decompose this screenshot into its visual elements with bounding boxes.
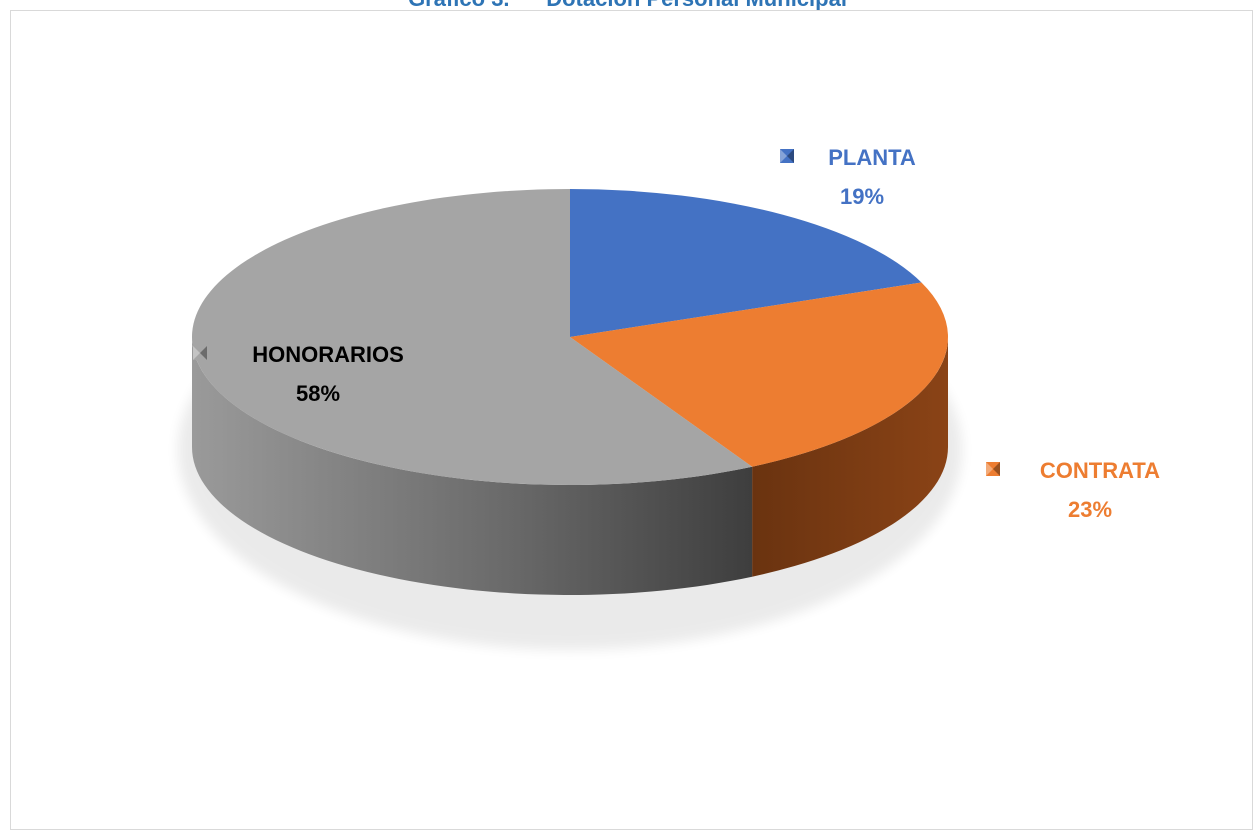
slice-name-planta: PLANTA (828, 145, 916, 170)
page-title: Gráfico 3. Dotación Personal Municipal (0, 0, 1255, 12)
slice-percent-planta: 19% (840, 184, 884, 209)
pie-side-honorarios (192, 337, 753, 595)
slice-name-contrata: CONTRATA (1040, 458, 1160, 483)
slice-name-honorarios: HONORARIOS (252, 342, 404, 367)
pie-slice-honorarios (192, 188, 753, 485)
data-label-planta: PLANTA 19% (780, 145, 916, 209)
data-label-contrata: CONTRATA 23% (986, 458, 1160, 522)
data-label-honorarios: HONORARIOS 58% (193, 342, 404, 406)
pie-slice-contrata (570, 282, 948, 467)
pie-slice-planta (570, 189, 922, 337)
pie-side-contrata (752, 337, 948, 577)
slice-percent-honorarios: 58% (296, 381, 340, 406)
legend-marker-contrata (986, 462, 1000, 476)
legend-marker-planta (780, 149, 794, 163)
slice-percent-contrata: 23% (1068, 497, 1112, 522)
legend-marker-honorarios (193, 346, 207, 360)
pie-chart: PLANTA 19% CONTRATA 23% HONORARIOS 58% (178, 145, 1160, 650)
